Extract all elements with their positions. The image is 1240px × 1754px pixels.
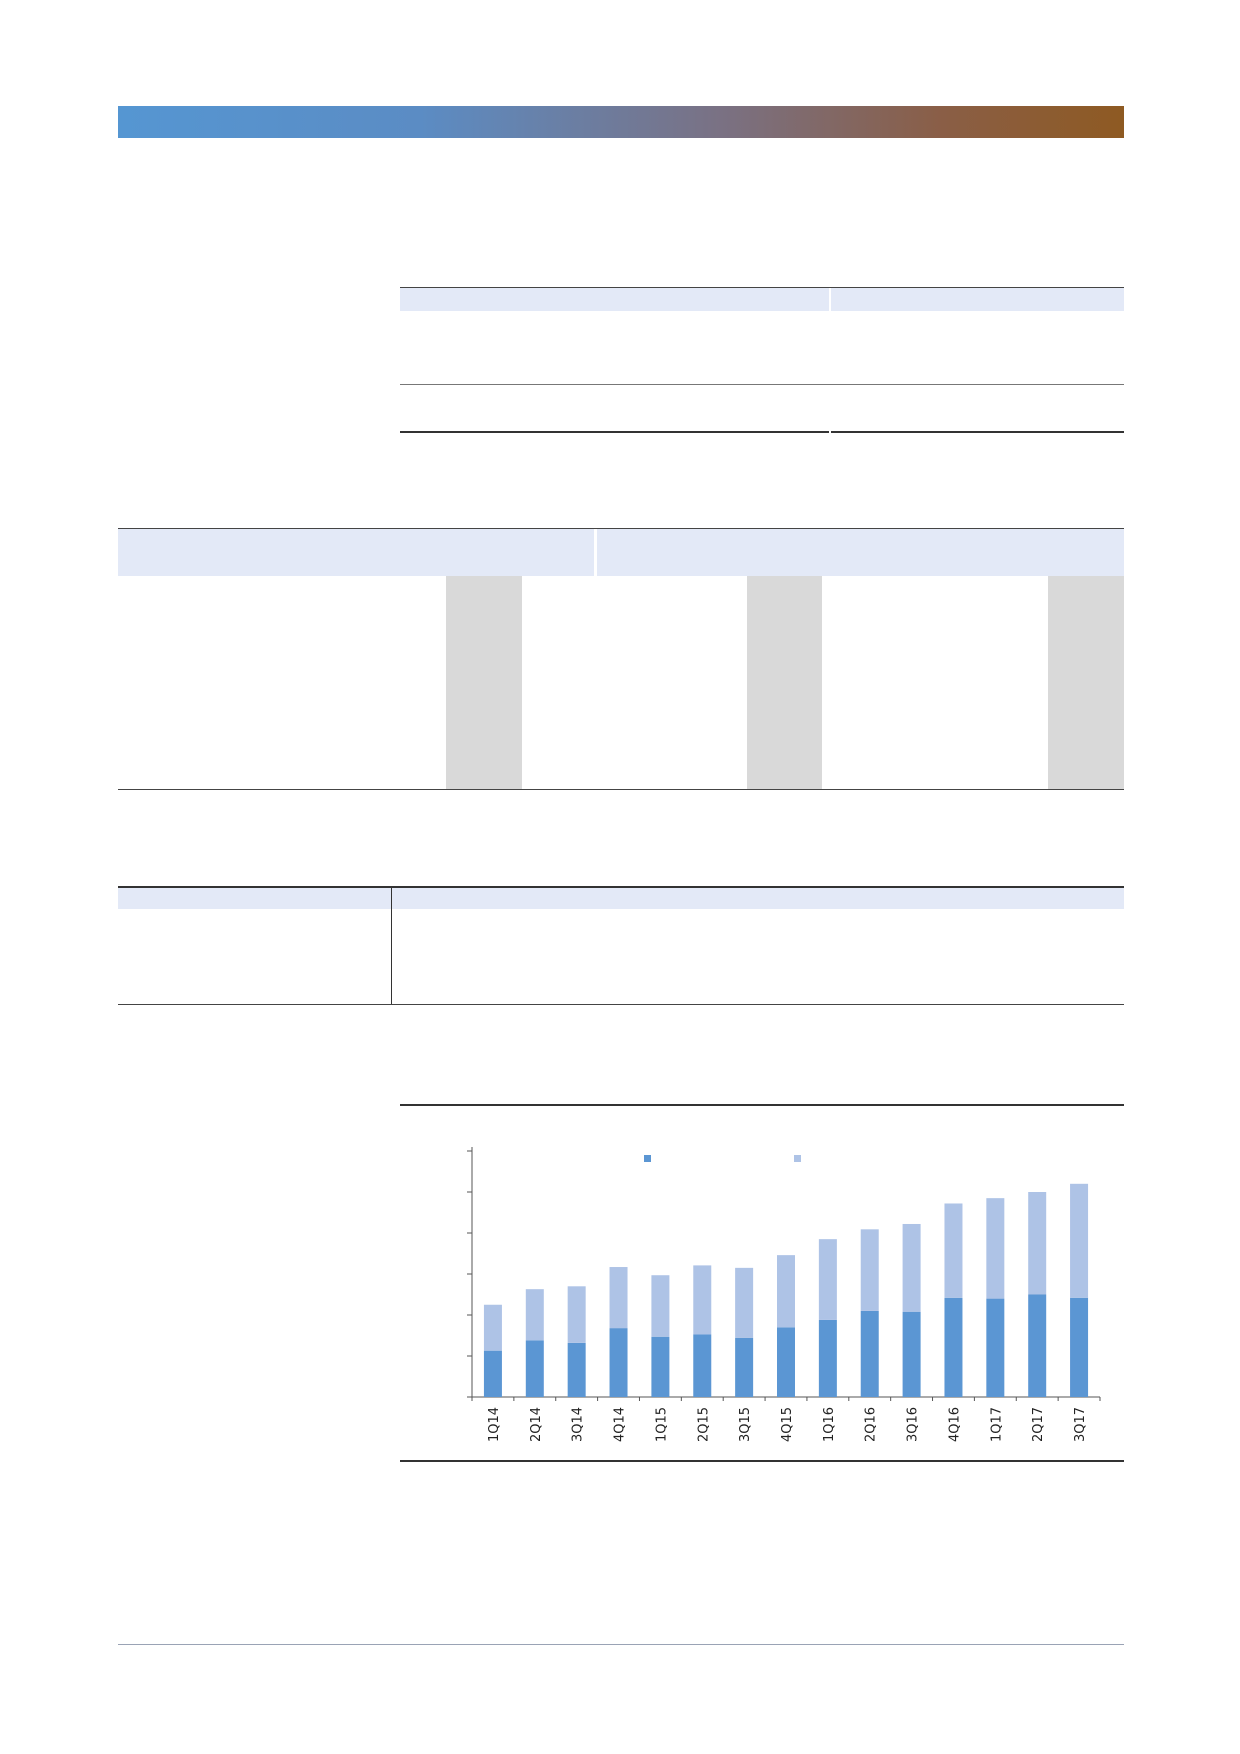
footer-rule: [118, 1644, 1124, 1645]
bar-2Q16-series-2: [860, 1229, 879, 1311]
table2-header-left: [118, 529, 594, 576]
table1-bottom-separator: [829, 428, 831, 434]
bar-1Q16-series-1: [818, 1319, 837, 1397]
bar-3Q15-series-2: [735, 1267, 754, 1338]
bar-1Q17-series-1: [986, 1298, 1005, 1397]
bar-1Q17-series-2: [986, 1198, 1005, 1299]
stacked-bar-chart: 1Q14 2Q14 3Q14 4Q14 1Q15 2Q15 3Q15 4Q15 1Q16 2Q16…: [467, 1147, 1101, 1442]
legend-marker-series-2: [794, 1155, 801, 1162]
table2-bottom-rule: [118, 789, 1124, 790]
x-tick-label-3Q15: 3Q15: [738, 1407, 753, 1442]
table1-mid-rule: [400, 384, 1124, 385]
bar-2Q17-series-2: [1028, 1192, 1047, 1295]
table3-bottom-rule: [118, 1004, 1124, 1005]
table3-header-band: [118, 888, 1124, 909]
chart-top-rule: [400, 1104, 1124, 1106]
legend-marker-series-1: [644, 1155, 651, 1162]
table1-top-rule: [400, 287, 1124, 288]
x-tick-label-1Q17: 1Q17: [989, 1407, 1004, 1442]
bar-4Q15-series-1: [777, 1327, 795, 1397]
header-bar: [118, 106, 1124, 138]
chart-bottom-rule: [400, 1460, 1124, 1462]
x-tick-label-2Q16: 2Q16: [864, 1407, 879, 1442]
table1-header-separator: [829, 288, 831, 311]
bar-3Q15-series-1: [735, 1337, 754, 1397]
x-tick-label-4Q14: 4Q14: [613, 1407, 628, 1442]
bar-3Q14-series-1: [567, 1342, 586, 1397]
bar-1Q14-series-2: [483, 1304, 502, 1351]
bar-4Q14-series-2: [609, 1267, 628, 1329]
table2-highlight-column-2: [747, 576, 822, 789]
bar-4Q14-series-1: [609, 1328, 628, 1397]
table2-highlight-column-3: [1048, 576, 1124, 789]
bar-2Q15-series-1: [693, 1334, 712, 1397]
x-tick-label-4Q15: 4Q15: [780, 1407, 795, 1442]
bar-4Q15-series-2: [777, 1255, 795, 1328]
bar-3Q17-series-2: [1070, 1183, 1089, 1298]
bar-3Q17-series-1: [1070, 1297, 1089, 1397]
x-tick-label-3Q14: 3Q14: [571, 1407, 586, 1442]
bar-2Q14-series-1: [525, 1340, 544, 1397]
table1-header-band: [400, 288, 1124, 311]
bar-4Q16-series-1: [944, 1297, 963, 1397]
table3-top-rule: [118, 886, 1124, 888]
bar-1Q14-series-1: [483, 1350, 502, 1397]
bar-2Q14-series-2: [525, 1289, 544, 1341]
table2-header-right: [597, 529, 1124, 576]
bar-1Q15-series-1: [651, 1336, 670, 1397]
bar-2Q15-series-2: [693, 1265, 712, 1335]
x-tick-label-3Q16: 3Q16: [906, 1407, 921, 1442]
bar-3Q16-series-2: [902, 1223, 921, 1312]
x-tick-label-2Q14: 2Q14: [529, 1407, 544, 1442]
x-tick-label-1Q14: 1Q14: [487, 1407, 502, 1442]
bar-3Q14-series-2: [567, 1286, 586, 1343]
table2-top-rule: [118, 528, 1124, 529]
x-tick-label-3Q17: 3Q17: [1073, 1407, 1088, 1442]
bar-2Q16-series-1: [860, 1310, 879, 1397]
x-tick-label-4Q16: 4Q16: [947, 1407, 962, 1442]
table1-bottom-rule: [400, 431, 1124, 433]
bar-3Q16-series-1: [902, 1311, 921, 1397]
bar-2Q17-series-1: [1028, 1294, 1047, 1397]
bar-1Q15-series-2: [651, 1275, 670, 1337]
bar-1Q16-series-2: [818, 1239, 837, 1320]
x-tick-label-1Q15: 1Q15: [654, 1407, 669, 1442]
x-tick-label-2Q17: 2Q17: [1031, 1407, 1046, 1442]
table2-highlight-column-1: [446, 576, 522, 789]
x-tick-label-2Q15: 2Q15: [696, 1407, 711, 1442]
bar-4Q16-series-2: [944, 1203, 963, 1298]
x-tick-label-1Q16: 1Q16: [822, 1407, 837, 1442]
table3-column-divider: [391, 886, 392, 1004]
